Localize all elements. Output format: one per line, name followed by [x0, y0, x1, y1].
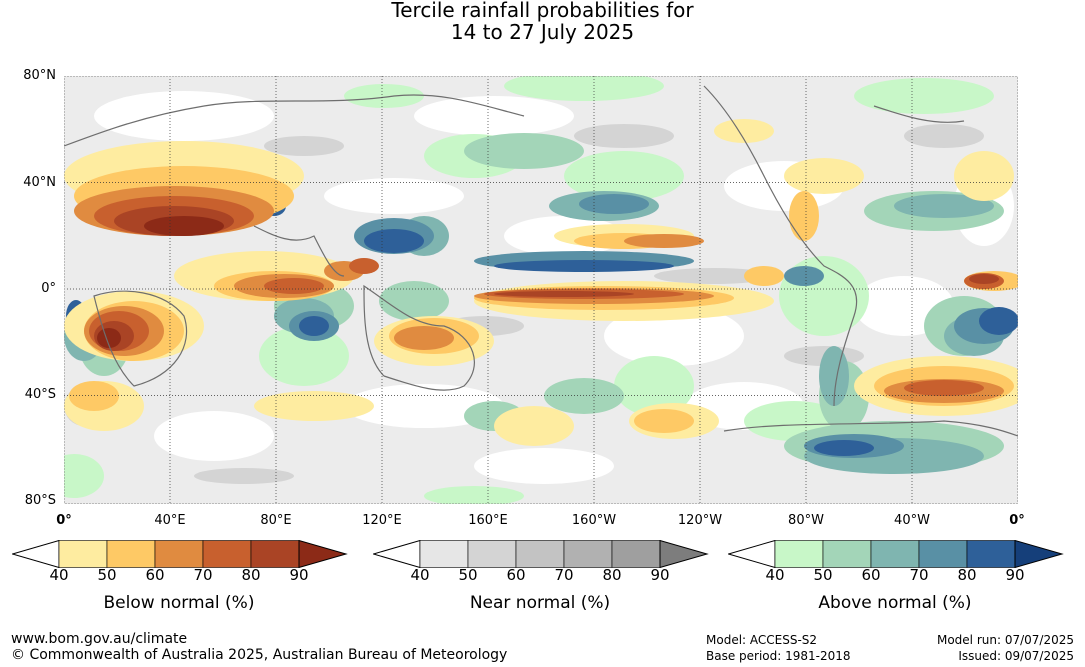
colorbar-above-normal: [726, 539, 1064, 569]
colorbar-swatch: [106, 540, 156, 568]
lat-label-80s: 80°S: [24, 493, 56, 508]
legend-below-tick: 80: [241, 566, 261, 584]
legend-near-tick: 70: [554, 566, 574, 584]
map-title-line2: 14 to 27 July 2025: [450, 20, 635, 44]
colorbar-low-arrow: [10, 539, 60, 569]
lon-label-0-right: 0°: [1009, 513, 1025, 528]
graticule: [64, 76, 1018, 504]
colorbar-high-arrow: [1014, 539, 1064, 569]
colorbar-swatch: [202, 540, 252, 568]
lat-label-80n: 80°N: [23, 68, 56, 83]
lat-label-0: 0°: [41, 281, 56, 296]
lon-label-80w: 80°W: [788, 513, 824, 528]
colorbar-swatch: [611, 540, 661, 568]
colorbar-low-arrow: [371, 539, 421, 569]
colorbar-swatch: [250, 540, 300, 568]
legend-below-tick: 60: [145, 566, 165, 584]
colorbar-low-arrow: [726, 539, 776, 569]
lon-label-120w: 120°W: [677, 513, 723, 528]
colorbar-high-arrow: [298, 539, 348, 569]
colorbar-swatch: [154, 540, 204, 568]
legend-above-tick: 50: [813, 566, 833, 584]
colorbar-swatch: [419, 540, 469, 568]
legend-below-tick: 50: [97, 566, 117, 584]
legend-above-caption: Above normal (%): [818, 593, 972, 613]
lon-label-160e: 160°E: [468, 513, 508, 528]
colorbar-swatch: [467, 540, 517, 568]
colorbar-swatch: [774, 540, 824, 568]
lat-label-40s: 40°S: [24, 387, 56, 402]
lon-label-40e: 40°E: [154, 513, 186, 528]
lon-label-160w: 160°W: [571, 513, 617, 528]
colorbar-near-normal: [371, 539, 709, 569]
legend-below-tick: 70: [193, 566, 213, 584]
legend-above-normal: [726, 539, 1064, 572]
footer-model-run: Model run: 07/07/2025: [936, 633, 1074, 647]
colorbar-below-normal: [10, 539, 348, 569]
map-title-line1: Tercile rainfall probabilities for: [391, 0, 694, 22]
footer-copyright: © Commonwealth of Australia 2025, Austra…: [11, 647, 508, 663]
legend-below-caption: Below normal (%): [103, 593, 255, 613]
legend-near-tick: 80: [602, 566, 622, 584]
legend-below-tick: 40: [49, 566, 69, 584]
footer-website: www.bom.gov.au/climate: [11, 631, 188, 647]
colorbar-swatch: [58, 540, 108, 568]
footer-model: Model: ACCESS-S2: [706, 633, 818, 647]
colorbar-high-arrow: [659, 539, 709, 569]
legend-above-tick: 70: [909, 566, 929, 584]
legend-above-tick: 40: [765, 566, 785, 584]
legend-above-tick: 90: [1005, 566, 1025, 584]
colorbar-swatch: [515, 540, 565, 568]
footer-base-period: Base period: 1981-2018: [706, 649, 851, 663]
legend-near-tick: 90: [650, 566, 670, 584]
lon-label-80e: 80°E: [260, 513, 292, 528]
legend-below-tick: 90: [289, 566, 309, 584]
legend-near-tick: 50: [458, 566, 478, 584]
legend-above-tick: 60: [861, 566, 881, 584]
legend-near-normal: [371, 539, 709, 572]
colorbar-swatch: [870, 540, 920, 568]
legend-below-normal: [10, 539, 348, 572]
legend-near-tick: 60: [506, 566, 526, 584]
colorbar-swatch: [966, 540, 1016, 568]
footer-issued: Issued: 09/07/2025: [958, 649, 1074, 663]
legend-near-caption: Near normal (%): [469, 593, 611, 613]
probability-fields: [64, 76, 1018, 504]
coastlines: [64, 85, 1018, 437]
colorbar-swatch: [822, 540, 872, 568]
rainfall-probability-map: [64, 76, 1018, 504]
lon-label-0-left: 0°: [56, 513, 72, 528]
lon-label-40w: 40°W: [894, 513, 930, 528]
lon-label-120e: 120°E: [362, 513, 402, 528]
colorbar-swatch: [918, 540, 968, 568]
colorbar-swatch: [563, 540, 613, 568]
legend-near-tick: 40: [410, 566, 430, 584]
lat-label-40n: 40°N: [23, 175, 56, 190]
legend-above-tick: 80: [957, 566, 977, 584]
